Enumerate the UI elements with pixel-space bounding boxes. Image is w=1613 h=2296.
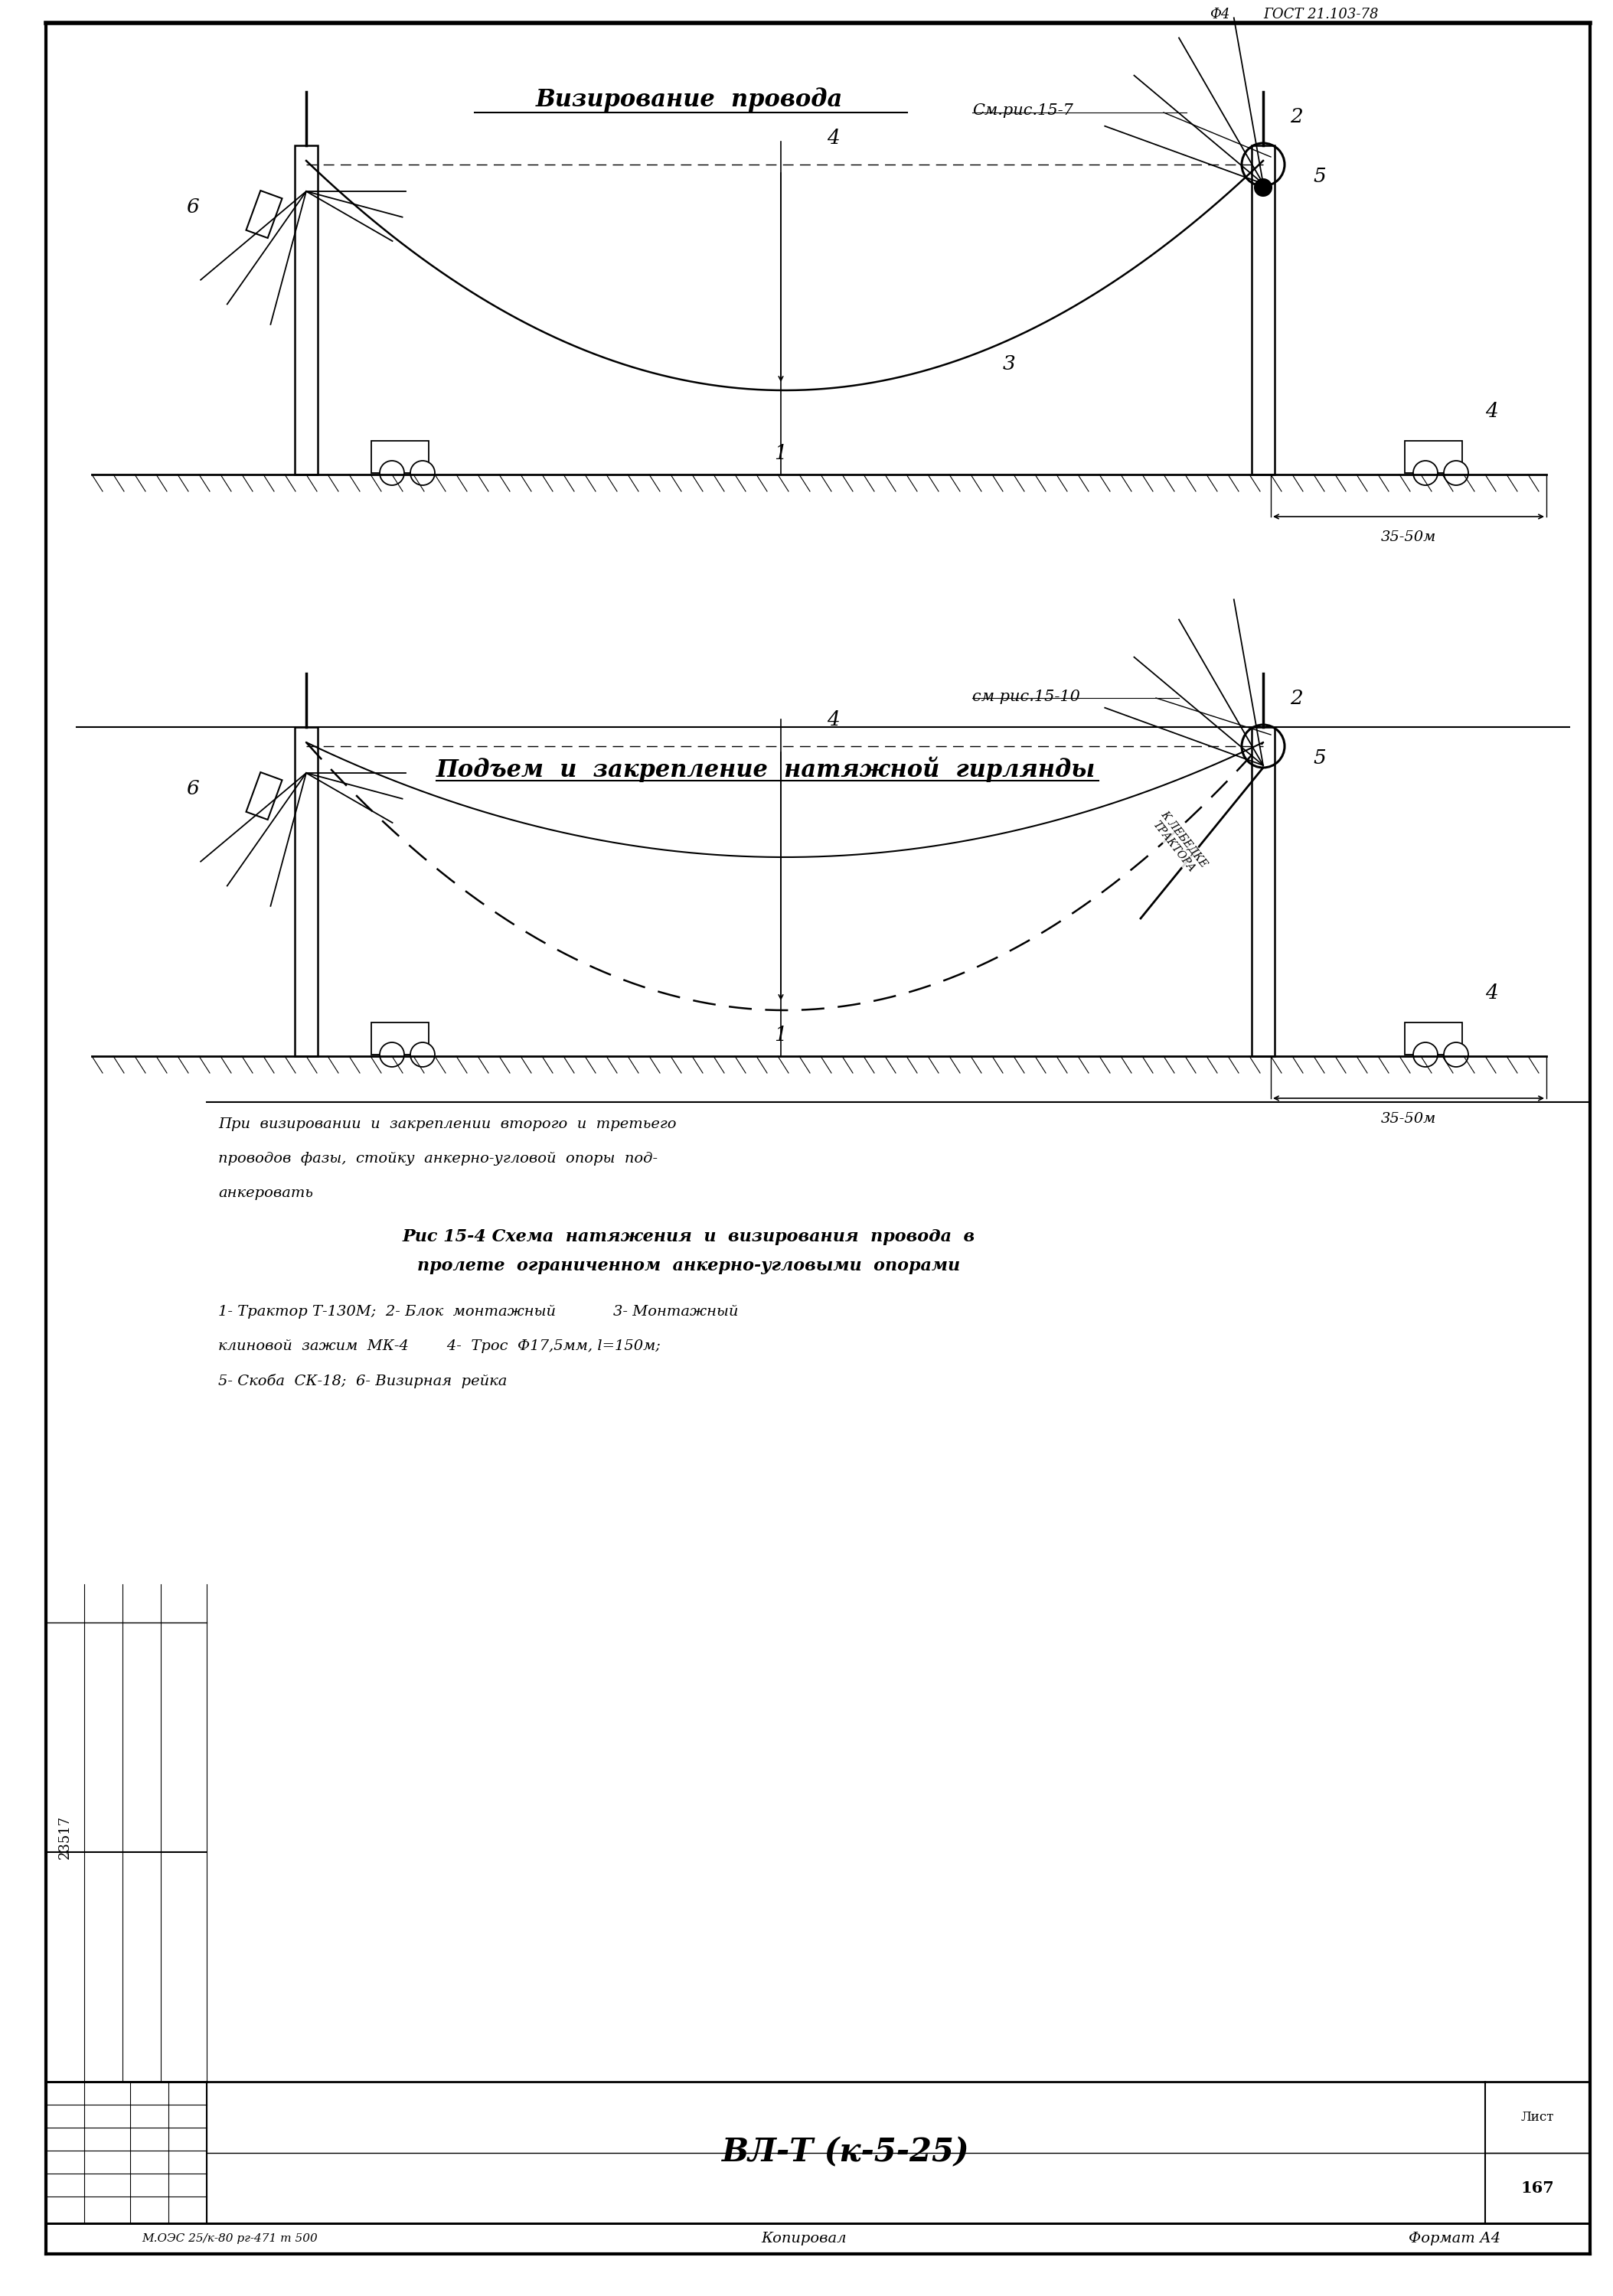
Text: 5- Скоба  СК-18;  6- Визирная  рейка: 5- Скоба СК-18; 6- Визирная рейка [218, 1373, 506, 1389]
Text: 1: 1 [774, 1026, 787, 1045]
Text: Копировал: Копировал [761, 2232, 847, 2245]
Bar [295, 145, 318, 475]
Text: Рис 15-4 Схема  натяжения  и  визирования  провода  в: Рис 15-4 Схема натяжения и визирования п… [403, 1228, 976, 1244]
Text: К ЛЕБЕДКЕ
ТРАКТОРА: К ЛЕБЕДКЕ ТРАКТОРА [1148, 808, 1210, 877]
Text: проводов  фазы,  стойку  анкерно-угловой  опоры  под-: проводов фазы, стойку анкерно-угловой оп… [218, 1153, 658, 1166]
Circle shape [1444, 461, 1468, 484]
Circle shape [1413, 461, 1437, 484]
Text: Ф4: Ф4 [1210, 7, 1229, 21]
Bar [371, 1022, 429, 1054]
Text: 23517: 23517 [58, 1814, 73, 1860]
Circle shape [1444, 1042, 1468, 1068]
Text: см рис.15-10: см рис.15-10 [973, 689, 1081, 703]
Text: Лист: Лист [1521, 2110, 1555, 2124]
Bar [1252, 145, 1274, 475]
Bar [371, 441, 429, 473]
Text: пролете  ограниченном  анкерно-угловыми  опорами: пролете ограниченном анкерно-угловыми оп… [418, 1258, 960, 1274]
Bar [1405, 441, 1463, 473]
Text: 35-50м: 35-50м [1381, 530, 1436, 544]
Circle shape [410, 1042, 436, 1068]
Text: 4: 4 [1486, 983, 1498, 1003]
Text: 4: 4 [827, 129, 840, 147]
Text: 35-50м: 35-50м [1381, 1111, 1436, 1125]
Text: 6: 6 [185, 197, 198, 216]
Text: анкеровать: анкеровать [218, 1187, 313, 1201]
Text: 1: 1 [774, 443, 787, 464]
Polygon shape [247, 191, 282, 239]
Text: ВЛ-Т (к-5-25): ВЛ-Т (к-5-25) [723, 2135, 969, 2167]
Text: Формат А4: Формат А4 [1408, 2232, 1500, 2245]
Text: При  визировании  и  закреплении  второго  и  третьего: При визировании и закреплении второго и … [218, 1118, 676, 1132]
Text: 5: 5 [1313, 748, 1326, 767]
Circle shape [1255, 179, 1271, 195]
Text: 4: 4 [827, 709, 840, 730]
Text: 4: 4 [1486, 402, 1498, 420]
Polygon shape [247, 771, 282, 820]
Text: 2: 2 [1290, 689, 1303, 707]
Bar [1405, 1022, 1463, 1054]
Text: 167: 167 [1521, 2181, 1555, 2195]
Text: 3: 3 [1003, 354, 1016, 374]
Text: 5: 5 [1313, 168, 1326, 186]
Text: См.рис.15-7: См.рис.15-7 [973, 103, 1073, 117]
Text: М.ОЭС 25/к-80 рг-471 т 500: М.ОЭС 25/к-80 рг-471 т 500 [142, 2234, 318, 2243]
Text: 2: 2 [1290, 108, 1303, 126]
Bar [295, 728, 318, 1056]
Text: Подъем  и  закрепление  натяжной  гирлянды: Подъем и закрепление натяжной гирлянды [436, 755, 1095, 783]
Circle shape [379, 461, 405, 484]
Circle shape [379, 1042, 405, 1068]
Circle shape [1413, 1042, 1437, 1068]
Text: 1- Трактор Т-130М;  2- Блок  монтажный            3- Монтажный: 1- Трактор Т-130М; 2- Блок монтажный 3- … [218, 1304, 739, 1318]
Circle shape [410, 461, 436, 484]
Bar [1252, 728, 1274, 1056]
Text: 6: 6 [185, 778, 198, 799]
Text: клиновой  зажим  МК-4        4-  Трос  Ф17,5мм, l=150м;: клиновой зажим МК-4 4- Трос Ф17,5мм, l=1… [218, 1339, 661, 1352]
Text: ГОСТ 21.103-78: ГОСТ 21.103-78 [1263, 7, 1379, 21]
Text: Визирование  провода: Визирование провода [536, 87, 842, 113]
